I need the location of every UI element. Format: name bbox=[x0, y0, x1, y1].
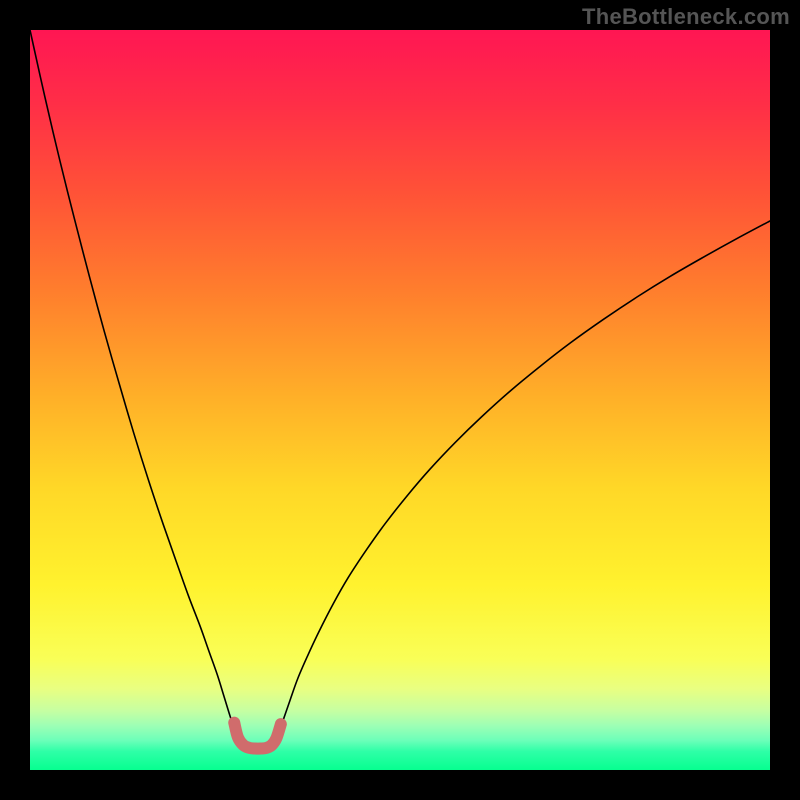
watermark-text: TheBottleneck.com bbox=[582, 4, 790, 30]
plot-area bbox=[30, 30, 770, 770]
outer-frame: TheBottleneck.com bbox=[0, 0, 800, 800]
gradient-background bbox=[30, 30, 770, 770]
plot-svg bbox=[30, 30, 770, 770]
